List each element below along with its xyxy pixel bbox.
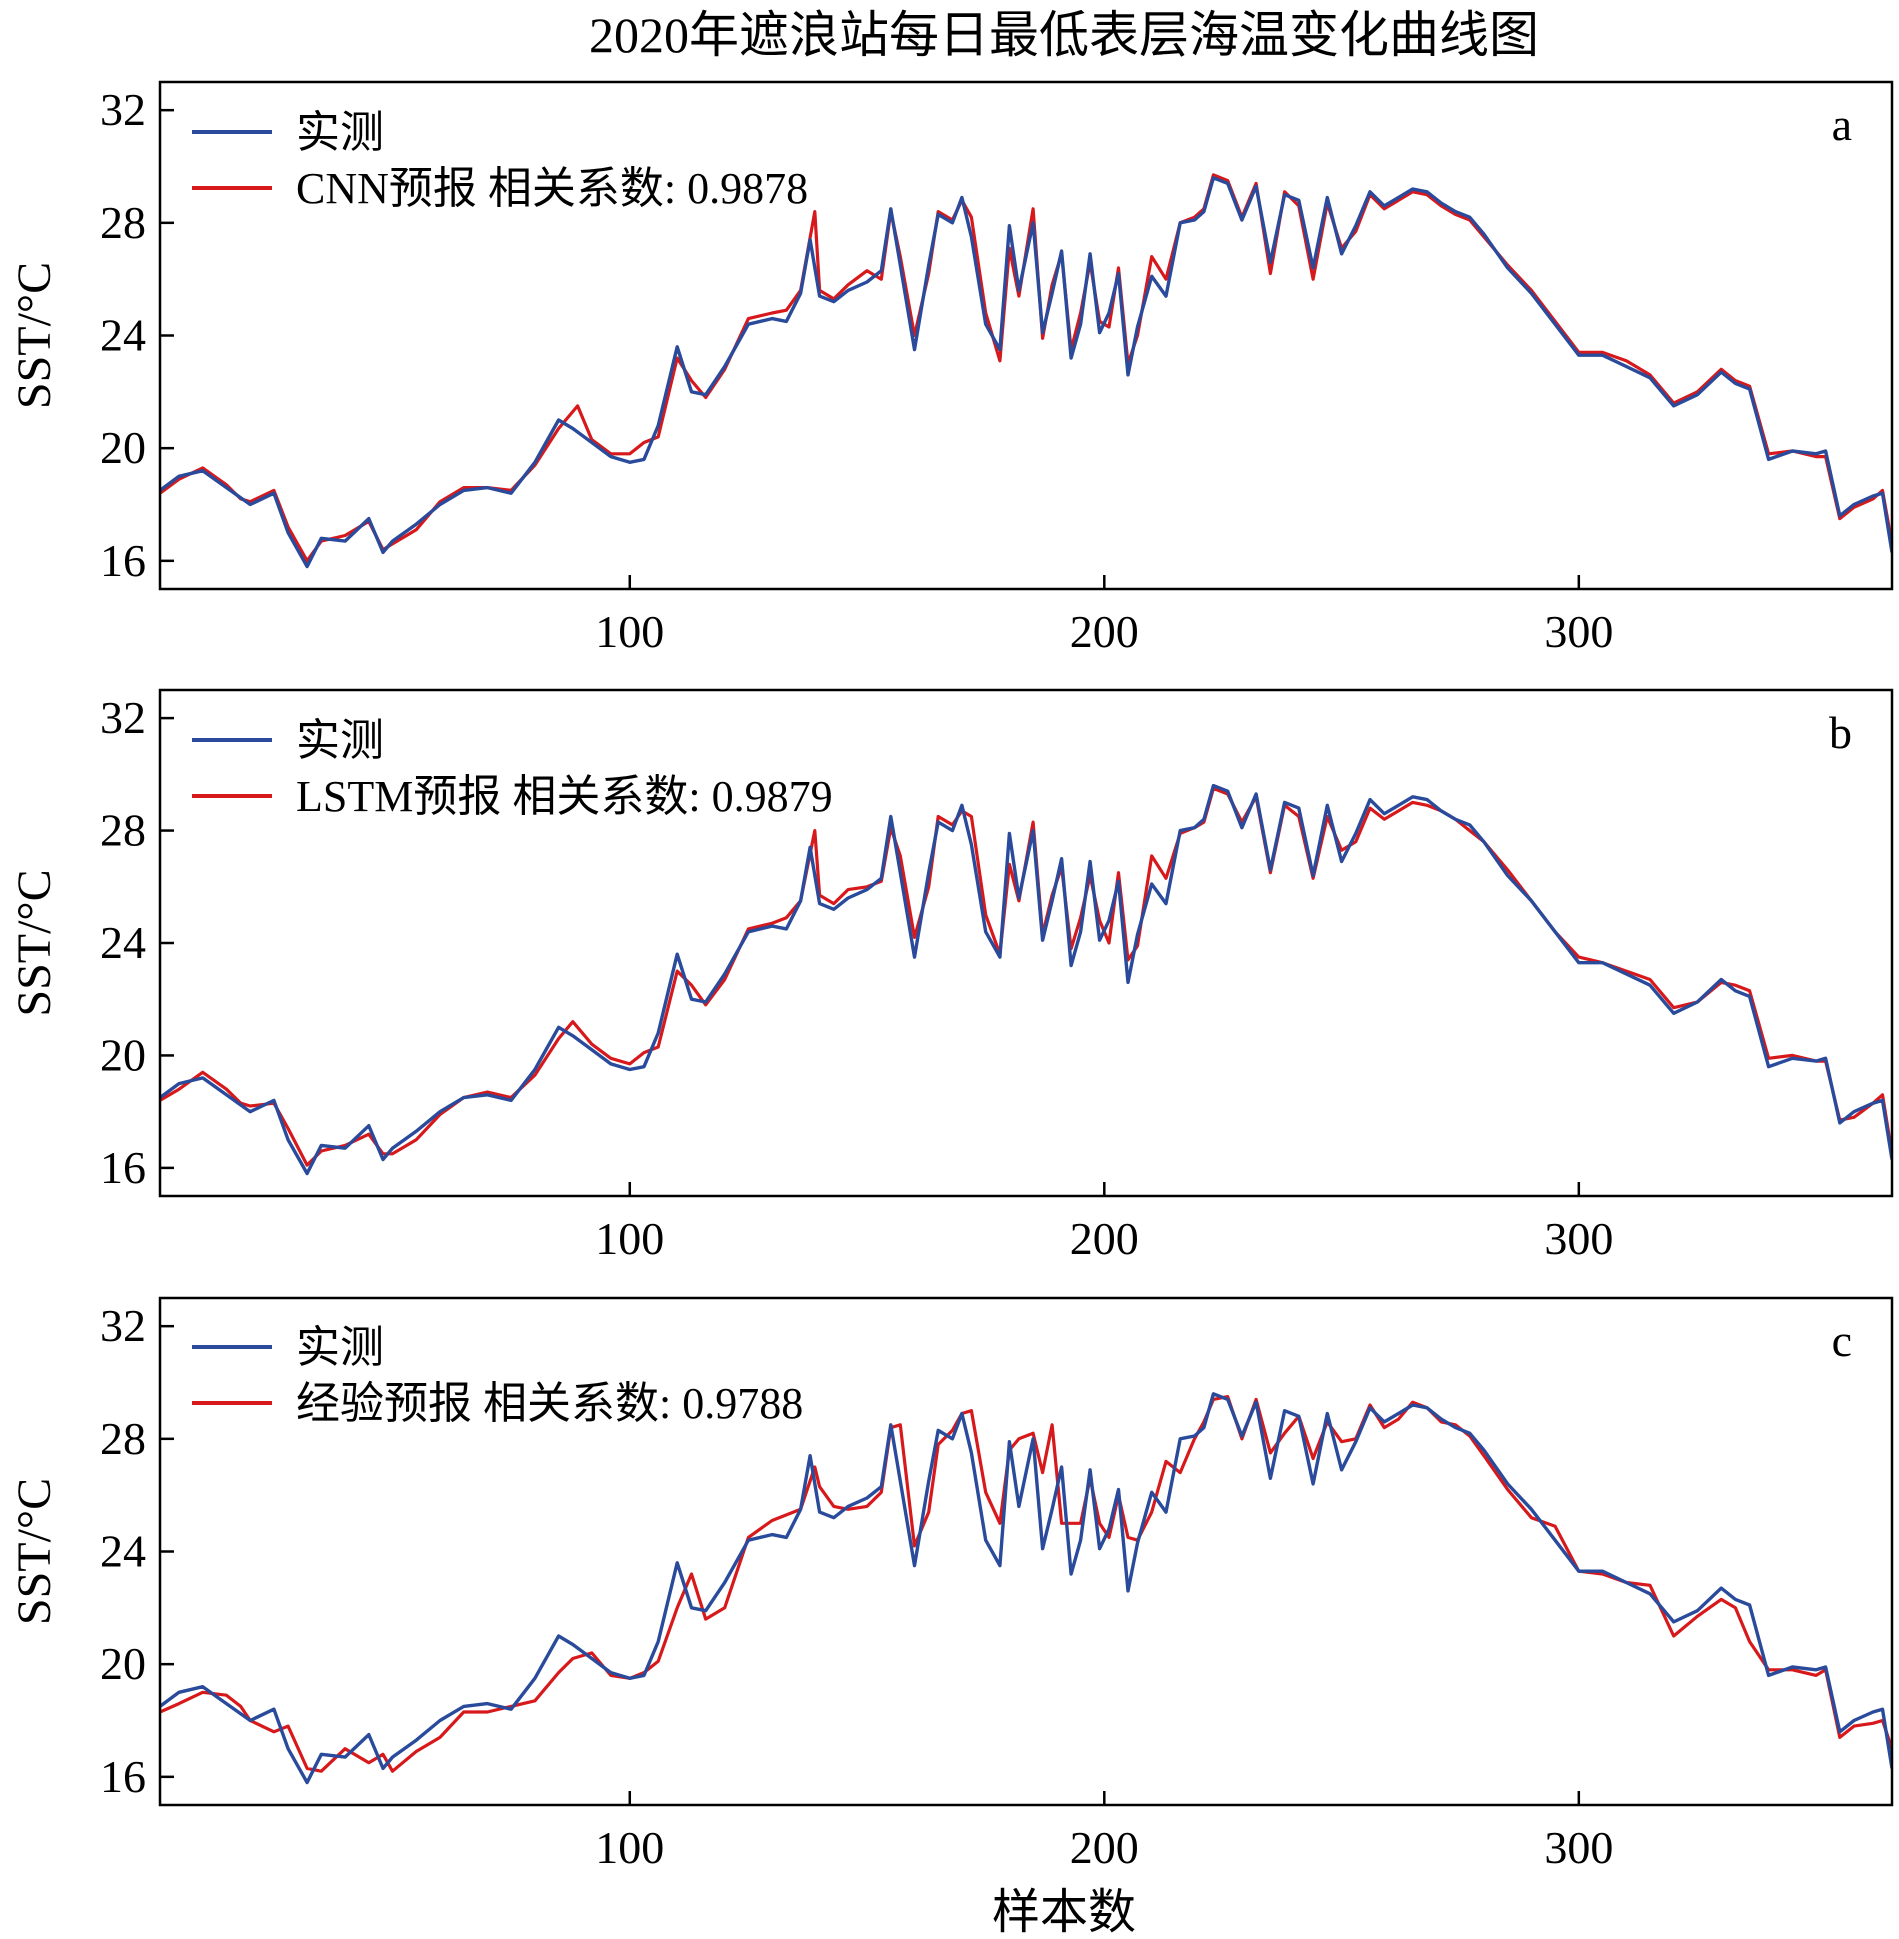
y-tick-label: 24 xyxy=(100,310,146,361)
plot-frame xyxy=(158,80,1894,591)
x-tick-label: 100 xyxy=(595,1213,664,1264)
x-tick-label: 200 xyxy=(1070,1213,1139,1264)
y-tick-label: 16 xyxy=(100,535,146,586)
y-tick-label: 20 xyxy=(100,1029,146,1080)
observed-series-line xyxy=(160,176,1892,569)
x-axis-label: 样本数 xyxy=(992,1886,1136,1939)
legend-label-observed: 实测 xyxy=(296,716,384,765)
panel-a: 16 20 24 28 32 100 200 300 SST/°C 实测 CNN预报 相关系数: 0… xyxy=(8,80,1894,657)
x-tick-label: 300 xyxy=(1544,606,1613,657)
legend-label-forecast: 经验预报 相关系数: 0.9788 xyxy=(296,1379,803,1428)
series-group xyxy=(160,1392,1892,1785)
x-tick-label: 300 xyxy=(1544,1822,1613,1873)
legend-label-observed: 实测 xyxy=(296,1323,384,1372)
observed-series-line xyxy=(160,783,1892,1176)
panel-letter: c xyxy=(1832,1315,1852,1366)
x-tick-label: 100 xyxy=(595,1822,664,1873)
y-tick-label: 28 xyxy=(100,1413,146,1464)
y-tick-label: 28 xyxy=(100,197,146,248)
panel-b: 16 20 24 28 32 100 200 300 SST/°C 实测 LSTM预报 相关系数: … xyxy=(8,688,1894,1264)
y-tick-label: 24 xyxy=(100,917,146,968)
y-tick-label: 24 xyxy=(100,1526,146,1577)
y-tick-label: 20 xyxy=(100,1638,146,1689)
forecast-series-line xyxy=(160,1394,1892,1773)
series-group xyxy=(160,783,1892,1176)
x-tick-label: 200 xyxy=(1070,606,1139,657)
y-tick-label: 32 xyxy=(100,1300,146,1351)
y-tick-label: 32 xyxy=(100,84,146,135)
y-axis-label: SST/°C xyxy=(8,869,61,1016)
x-tick-label: 200 xyxy=(1070,1822,1139,1873)
plot-frame xyxy=(158,1296,1894,1807)
series-group xyxy=(160,173,1892,569)
x-tick-label: 300 xyxy=(1544,1213,1613,1264)
x-tick-label: 100 xyxy=(595,606,664,657)
legend-label-forecast: CNN预报 相关系数: 0.9878 xyxy=(296,164,808,213)
y-tick-label: 16 xyxy=(100,1751,146,1802)
y-axis-label: SST/°C xyxy=(8,1478,61,1625)
legend-label-forecast: LSTM预报 相关系数: 0.9879 xyxy=(296,772,833,821)
plot-frame xyxy=(158,688,1894,1198)
y-tick-label: 16 xyxy=(100,1142,146,1193)
y-tick-label: 28 xyxy=(100,805,146,856)
observed-series-line xyxy=(160,1392,1892,1785)
panel-letter: b xyxy=(1829,707,1852,758)
chart-title: 2020年遮浪站每日最低表层海温变化曲线图 xyxy=(589,7,1539,63)
y-axis-label: SST/°C xyxy=(8,262,61,409)
y-tick-label: 32 xyxy=(100,692,146,743)
panel-letter: a xyxy=(1832,99,1852,150)
panels-container: 16 20 24 28 32 100 200 300 SST/°C 实测 CNN预报 相关系数: 0… xyxy=(8,80,1894,1873)
legend-label-observed: 实测 xyxy=(296,108,384,157)
y-tick-label: 20 xyxy=(100,422,146,473)
